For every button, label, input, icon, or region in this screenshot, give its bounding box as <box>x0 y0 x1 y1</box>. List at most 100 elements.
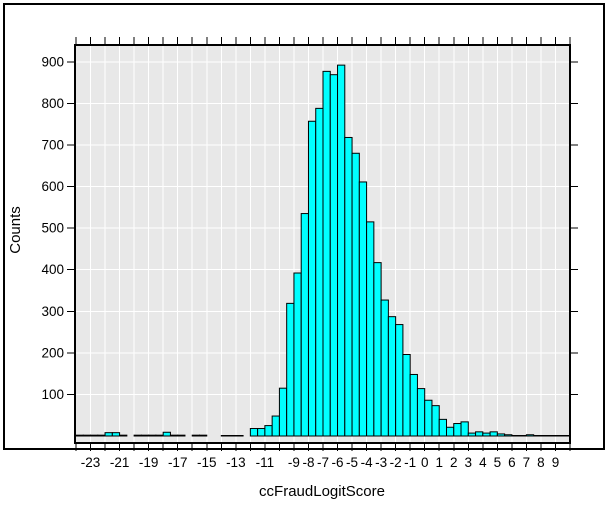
histogram-bar <box>409 373 418 437</box>
histogram-bar <box>467 432 477 437</box>
x-tick-label: 6 <box>508 455 516 470</box>
x-tick-label: 0 <box>421 455 429 470</box>
histogram-bar <box>140 434 150 437</box>
histogram-bar <box>453 423 462 437</box>
histogram-bar <box>387 316 397 437</box>
x-tick-label: -17 <box>168 455 188 470</box>
histogram-bar <box>199 434 208 437</box>
y-tick-label: 600 <box>41 179 64 194</box>
histogram-bar <box>264 425 273 437</box>
x-tick-label: 2 <box>450 455 458 470</box>
histogram-bar <box>547 435 556 437</box>
histogram-bar <box>344 136 353 437</box>
x-tick-label: -8 <box>302 455 314 470</box>
histogram-bar <box>249 428 259 437</box>
x-tick-label: -23 <box>81 455 101 470</box>
histogram-bar <box>496 433 506 437</box>
histogram-bar <box>293 272 302 437</box>
histogram-bar <box>75 434 84 437</box>
y-axis-title: Counts <box>7 206 24 254</box>
histogram-bar <box>504 434 513 437</box>
histogram-bar <box>82 434 92 437</box>
histogram-bar <box>518 435 527 437</box>
figure-border <box>3 3 605 450</box>
histogram-bar <box>554 435 564 437</box>
histogram-bar <box>271 415 280 437</box>
histogram-bar <box>235 435 244 437</box>
histogram-bar <box>402 354 411 437</box>
histogram-bar <box>416 388 426 437</box>
histogram-bar <box>90 434 99 437</box>
x-tick-label: 4 <box>479 455 487 470</box>
histogram-bar <box>97 434 106 437</box>
x-tick-label: -19 <box>139 455 159 470</box>
histogram-bar <box>395 324 404 437</box>
histogram-bar <box>257 428 266 437</box>
y-tick-label: 700 <box>41 137 64 152</box>
histogram-bar <box>351 152 360 437</box>
x-tick-label: -9 <box>288 455 300 470</box>
histogram-bar <box>133 434 142 437</box>
x-tick-label: -2 <box>390 455 402 470</box>
y-tick-label: 500 <box>41 221 64 236</box>
histogram-bar <box>286 302 295 437</box>
x-tick-label: 9 <box>552 455 560 470</box>
x-tick-label: -1 <box>404 455 416 470</box>
histogram-bar <box>177 434 186 437</box>
histogram-bar <box>438 418 447 437</box>
y-tick-label: 200 <box>41 345 64 360</box>
y-tick-label: 400 <box>41 262 64 277</box>
histogram-bar <box>119 434 128 437</box>
histogram-bar <box>300 213 309 437</box>
x-tick-label: -13 <box>226 455 246 470</box>
histogram-bar <box>104 432 113 437</box>
histogram-bar <box>431 405 440 437</box>
x-tick-label: 1 <box>435 455 443 470</box>
x-tick-label: 8 <box>537 455 545 470</box>
histogram-bar <box>482 432 491 437</box>
histogram-bar <box>380 299 389 437</box>
y-tick-label: 100 <box>41 387 64 402</box>
histogram-bar <box>511 435 520 437</box>
histogram-bar <box>278 387 288 437</box>
histogram-bar <box>315 107 324 437</box>
x-tick-label: -7 <box>317 455 329 470</box>
histogram-bar <box>162 431 171 437</box>
x-tick-label: 3 <box>465 455 473 470</box>
x-tick-label: 5 <box>494 455 502 470</box>
y-tick-label: 800 <box>41 96 64 111</box>
histogram-bar <box>533 435 542 437</box>
histogram-bar <box>111 432 121 437</box>
histogram-bar <box>228 435 237 437</box>
histogram-bar <box>148 434 157 437</box>
y-tick-label: 900 <box>41 54 64 69</box>
histogram-bar <box>366 221 375 437</box>
x-tick-label: -4 <box>361 455 373 470</box>
histogram-bar <box>155 434 164 437</box>
histogram-bar <box>475 431 484 437</box>
histogram-bar <box>373 262 382 437</box>
histogram-bar <box>562 435 571 437</box>
x-tick-label: -3 <box>375 455 387 470</box>
x-tick-label: -6 <box>332 455 344 470</box>
histogram-bar <box>446 426 455 437</box>
histogram-bar <box>191 434 200 437</box>
histogram-bar <box>540 435 549 437</box>
x-tick-label: -15 <box>197 455 217 470</box>
histogram-bar <box>329 74 339 437</box>
x-tick-label: -11 <box>256 455 275 470</box>
histogram-bar <box>337 64 346 437</box>
histogram-bar <box>460 421 469 437</box>
histogram-bar <box>424 399 433 437</box>
x-tick-label: -21 <box>110 455 130 470</box>
x-axis-title: ccFraudLogitScore <box>259 483 385 500</box>
histogram-bar <box>169 434 179 437</box>
histogram-bar <box>489 431 498 437</box>
histogram-bar <box>307 120 317 437</box>
histogram-bar <box>525 434 535 437</box>
plot-frame <box>74 44 571 444</box>
x-tick-label: -5 <box>346 455 358 470</box>
histogram-bar <box>322 70 331 437</box>
